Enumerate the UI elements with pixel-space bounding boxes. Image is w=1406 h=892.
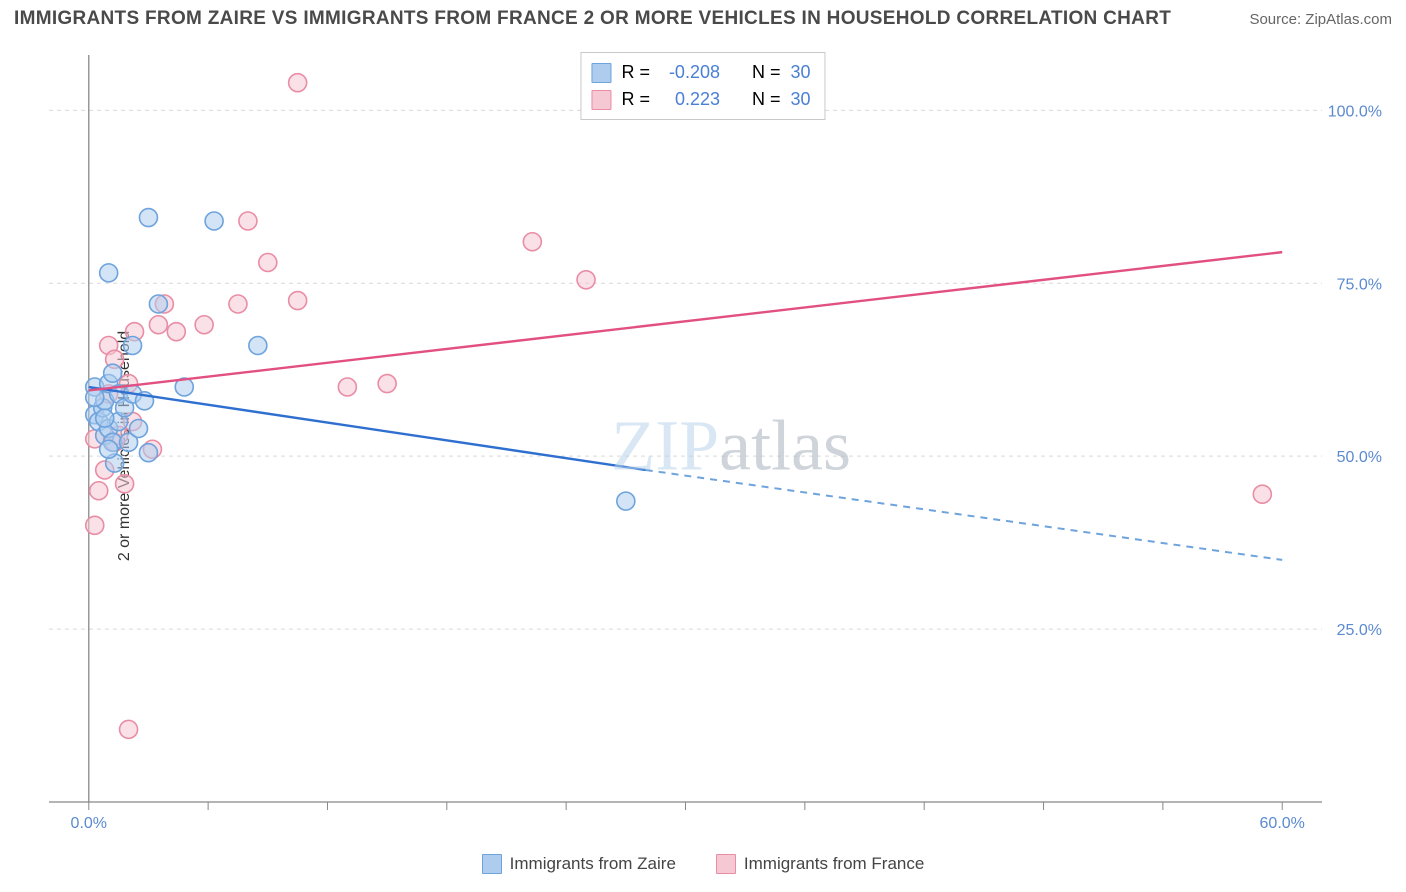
legend-swatch (591, 90, 611, 110)
legend-r-label: R = (621, 59, 650, 86)
svg-text:25.0%: 25.0% (1337, 622, 1382, 639)
svg-text:0.0%: 0.0% (71, 815, 107, 832)
legend-swatch (482, 854, 502, 874)
legend-swatch (591, 63, 611, 83)
series-legend: Immigrants from Zaire Immigrants from Fra… (0, 854, 1406, 874)
legend-r-value: -0.208 (660, 59, 720, 86)
legend-n-label: N = (752, 59, 781, 86)
legend-row: R = -0.208 N = 30 (591, 59, 810, 86)
legend-n-label: N = (752, 86, 781, 113)
chart-area: 25.0% 50.0% 75.0% 100.0% 0.0% 60.0% (44, 50, 1392, 832)
svg-text:60.0%: 60.0% (1260, 815, 1305, 832)
svg-text:100.0%: 100.0% (1328, 103, 1382, 120)
legend-swatch (716, 854, 736, 874)
svg-text:50.0%: 50.0% (1337, 449, 1382, 466)
legend-label: Immigrants from Zaire (510, 854, 676, 874)
chart-title: IMMIGRANTS FROM ZAIRE VS IMMIGRANTS FROM… (14, 8, 1171, 30)
source-text: Source: ZipAtlas.com (1249, 11, 1392, 28)
legend-r-value: 0.223 (660, 86, 720, 113)
legend-row: R = 0.223 N = 30 (591, 86, 810, 113)
legend-n-value: 30 (791, 59, 811, 86)
legend-label: Immigrants from France (744, 854, 924, 874)
series-legend-item: Immigrants from Zaire (482, 854, 676, 874)
correlation-legend: R = -0.208 N = 30 R = 0.223 N = 30 (580, 52, 825, 120)
legend-r-label: R = (621, 86, 650, 113)
series-legend-item: Immigrants from France (716, 854, 924, 874)
svg-text:75.0%: 75.0% (1337, 276, 1382, 293)
scatter-plot: 25.0% 50.0% 75.0% 100.0% 0.0% 60.0% (44, 50, 1392, 832)
legend-n-value: 30 (791, 86, 811, 113)
